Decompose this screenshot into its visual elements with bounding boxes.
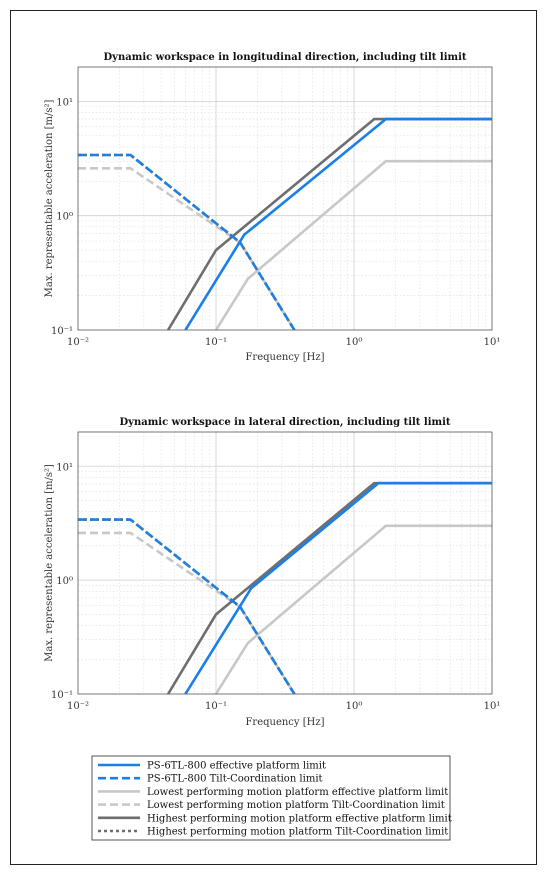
plot-area: [78, 432, 492, 694]
legend: PS-6TL-800 effective platform limit PS-6T…: [91, 755, 452, 841]
y-tick-label: 10⁻¹: [51, 326, 73, 337]
y-axis-label: Max. representable acceleration [m/s²]: [44, 100, 55, 298]
x-axis-label: Frequency [Hz]: [245, 352, 324, 363]
legend-label: PS-6TL-800 effective platform limit: [147, 761, 326, 772]
axes-frame: [77, 66, 493, 331]
y-tick-label: 10¹: [56, 97, 73, 108]
y-tick-label: 10⁰: [56, 212, 73, 223]
chart-title: Dynamic workspace in longitudinal direct…: [104, 52, 467, 63]
axes-frame: [77, 431, 493, 695]
plot-area: [78, 67, 492, 330]
series-line-4: [78, 167, 296, 330]
y-tick-label: 10⁻¹: [51, 690, 73, 701]
x-axis-label: Frequency [Hz]: [245, 717, 324, 728]
y-tick-label: 10⁰: [56, 576, 73, 587]
series-group: [78, 481, 492, 694]
x-tick-label: 10⁻¹: [205, 337, 227, 348]
x-tick-label: 10¹: [484, 701, 501, 712]
figure-frame: [10, 10, 537, 865]
series-line-1: [184, 117, 492, 330]
series-line-2: [78, 153, 296, 330]
legend-box: [91, 755, 451, 841]
series-line-3: [214, 159, 492, 330]
x-tick-label: 10¹: [484, 337, 501, 348]
legend-label: Lowest performing motion platform Tilt-C…: [147, 800, 445, 811]
x-tick-label: 10⁻¹: [205, 701, 227, 712]
series-line-1: [184, 481, 492, 694]
legend-label: Highest performing motion platform effec…: [147, 813, 452, 824]
x-tick-label: 10⁰: [346, 337, 363, 348]
legend-label: PS-6TL-800 Tilt-Coordination limit: [147, 774, 323, 785]
series-group: [78, 117, 492, 330]
legend-label: Highest performing motion platform Tilt-…: [147, 827, 448, 838]
series-line-3: [214, 524, 492, 694]
y-axis-label: Max. representable acceleration [m/s²]: [44, 464, 55, 662]
x-tick-label: 10⁻²: [67, 337, 89, 348]
series-line-2: [78, 518, 296, 694]
legend-label: Lowest performing motion platform effect…: [147, 787, 448, 798]
chart-title: Dynamic workspace in lateral direction, …: [119, 417, 450, 428]
x-tick-label: 10⁰: [346, 701, 363, 712]
y-tick-label: 10¹: [56, 462, 73, 473]
x-tick-label: 10⁻²: [67, 701, 89, 712]
series-line-4: [78, 531, 296, 694]
